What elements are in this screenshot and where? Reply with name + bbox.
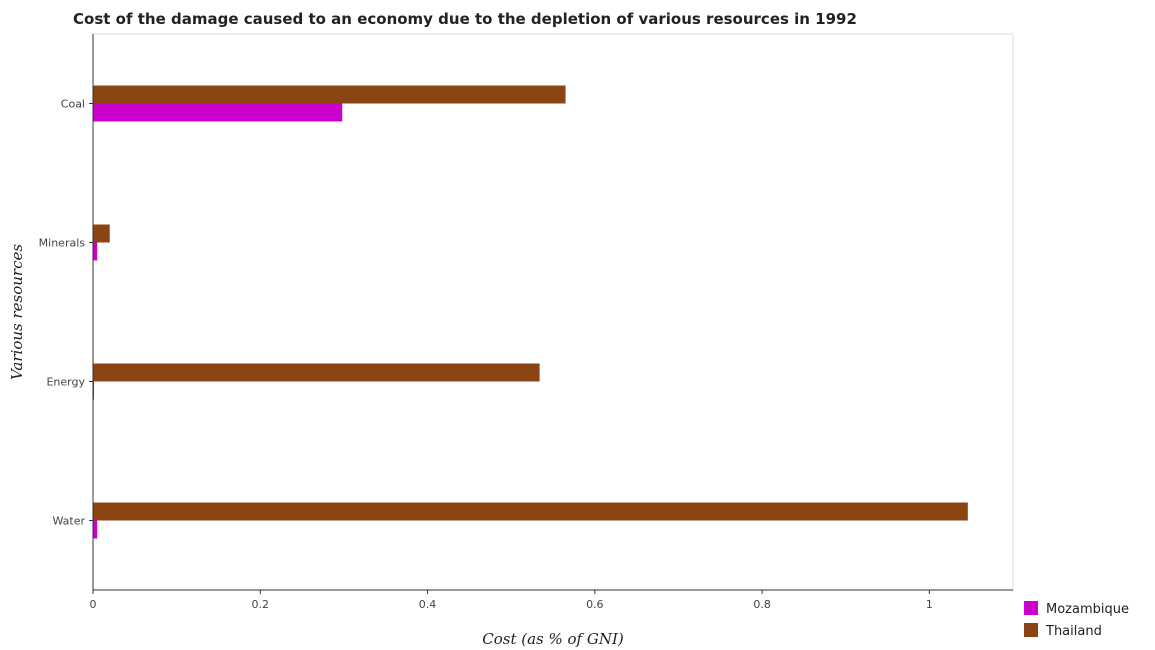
- y-tick-label-water: Water: [52, 515, 85, 528]
- legend: Mozambique Thailand: [1024, 601, 1129, 639]
- bar-thailand-water: [93, 502, 968, 521]
- y-tick-label-minerals: Minerals: [39, 237, 86, 250]
- x-tick-label: 0.6: [586, 598, 604, 611]
- x-ticks-layer: 0 0.2 0.4 0.6 0.8 1: [90, 590, 933, 611]
- plot-area: [92, 33, 1014, 591]
- x-tick-label: 1: [926, 598, 933, 611]
- bars-layer: [93, 85, 968, 539]
- legend-label-mozambique: Mozambique: [1046, 602, 1129, 617]
- bar-mozambique-water: [93, 520, 98, 539]
- bar-thailand-coal: [93, 85, 566, 104]
- legend-label-thailand: Thailand: [1045, 624, 1102, 639]
- x-tick-label: 0: [90, 598, 97, 611]
- chart-title: Cost of the damage caused to an economy …: [73, 10, 857, 28]
- bar-thailand-minerals: [93, 224, 110, 243]
- x-axis-label: Cost (as % of GNI): [482, 630, 624, 648]
- y-ticks-layer: Coal Minerals Energy Water: [39, 98, 93, 528]
- x-tick-label: 0.2: [252, 598, 270, 611]
- y-tick-label-energy: Energy: [46, 376, 85, 389]
- x-tick-label: 0.4: [419, 598, 437, 611]
- y-axis-label: Various resources: [8, 244, 26, 380]
- legend-swatch-mozambique: [1024, 601, 1038, 615]
- bar-mozambique-minerals: [93, 242, 98, 261]
- y-tick-label-coal: Coal: [61, 98, 85, 111]
- legend-swatch-thailand: [1024, 623, 1038, 637]
- bar-thailand-energy: [93, 363, 540, 382]
- x-tick-label: 0.8: [753, 598, 771, 611]
- bar-mozambique-coal: [93, 103, 343, 122]
